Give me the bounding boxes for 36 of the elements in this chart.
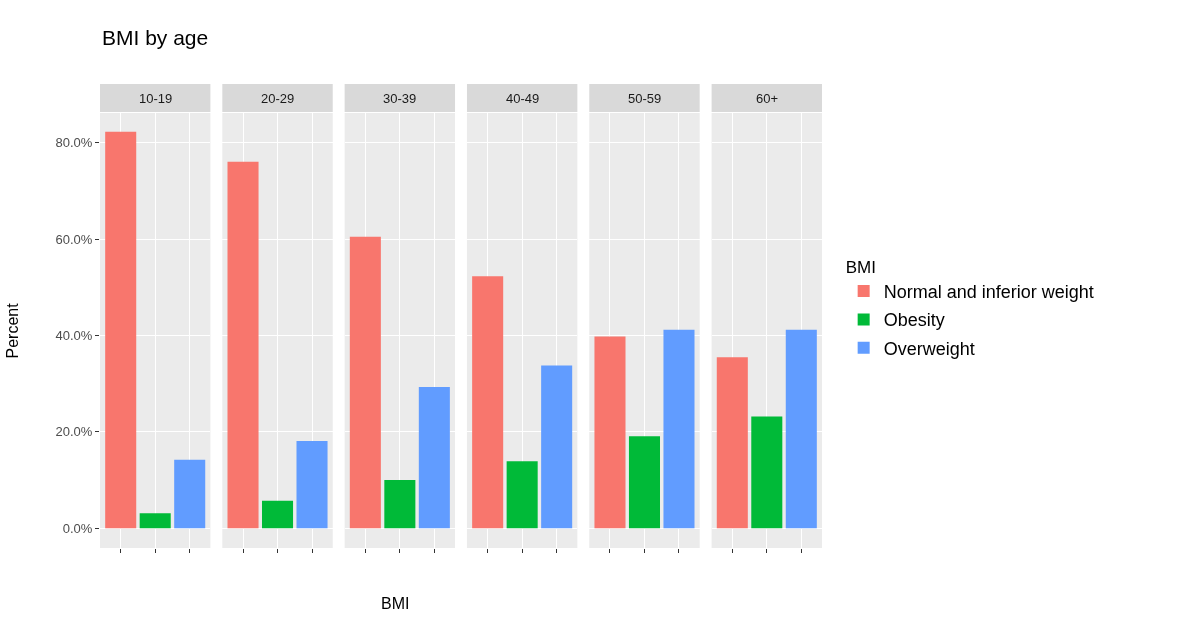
bar: [262, 500, 294, 529]
bar: [716, 357, 748, 529]
bar: [663, 329, 695, 529]
y-tick-label: 80.0%: [55, 135, 93, 151]
bar: [418, 387, 450, 529]
y-tick-label: 20.0%: [55, 424, 93, 440]
x-axis-title: BMI: [381, 595, 410, 612]
y-axis-title: Percent: [3, 302, 21, 359]
bar: [541, 365, 573, 529]
bar: [751, 416, 783, 529]
bar: [506, 461, 538, 529]
bar: [227, 161, 259, 529]
x-tick-label: 50-59: [628, 91, 662, 106]
x-tick-label: 40-49: [506, 91, 540, 106]
bar: [472, 276, 504, 529]
bar: [296, 441, 328, 529]
bar: [384, 480, 416, 529]
x-tick-label: 30-39: [383, 91, 417, 106]
legend-label: Overweight: [883, 338, 975, 359]
x-tick-label: 20-29: [261, 91, 295, 106]
bar: [349, 236, 381, 529]
legend-label: Obesity: [883, 310, 945, 331]
legend-label: Normal and inferior weight: [883, 282, 1094, 303]
x-tick-label: 10-19: [139, 91, 173, 106]
bar: [785, 329, 817, 529]
y-tick-label: 0.0%: [62, 520, 93, 536]
legend-title: BMI: [845, 257, 876, 277]
bar: [139, 513, 171, 529]
bar: [174, 459, 206, 529]
bar: [594, 336, 626, 529]
bar: [628, 436, 661, 529]
chart-title: BMI by age: [102, 26, 209, 49]
bar: [105, 131, 137, 529]
y-tick-label: 40.0%: [55, 328, 93, 344]
y-tick-label: 60.0%: [55, 231, 93, 247]
x-tick-label: 60+: [756, 91, 779, 106]
